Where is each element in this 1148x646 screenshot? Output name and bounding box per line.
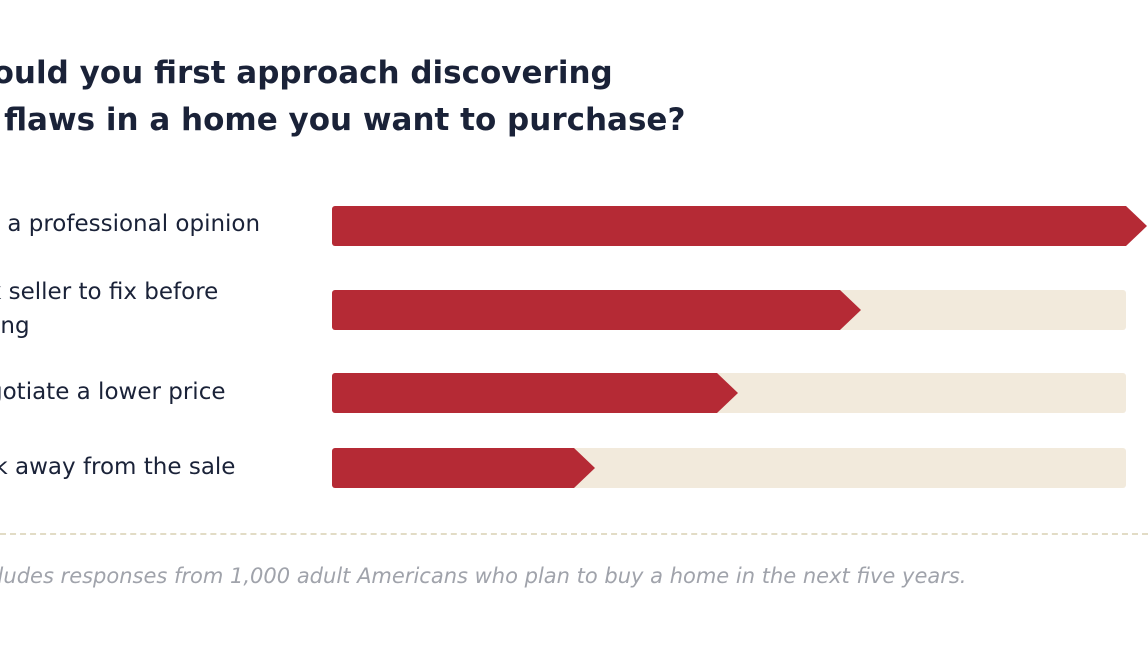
category-label-line: k seller to fix before bbox=[0, 279, 219, 305]
bar-track-professional-opinion bbox=[332, 206, 1147, 246]
bar-track-negotiate-lower-price bbox=[332, 373, 1126, 413]
category-label-negotiate-lower-price: gotiate a lower price bbox=[0, 375, 226, 409]
bar-track-walk-away bbox=[332, 448, 1126, 488]
bar-walk-away bbox=[332, 448, 595, 488]
survey-note: cludes responses from 1,000 adult Americ… bbox=[0, 564, 967, 588]
chart-title: would you first approach discovering r f… bbox=[0, 50, 685, 144]
category-label-line: lk away from the sale bbox=[0, 454, 236, 480]
chart-title-line-2: r flaws in a home you want to purchase? bbox=[0, 102, 686, 138]
category-label-line: gotiate a lower price bbox=[0, 379, 226, 405]
chart-title-line-1: would you first approach discovering bbox=[0, 55, 613, 91]
category-label-line: sing bbox=[0, 313, 30, 339]
bar-negotiate-lower-price bbox=[332, 373, 738, 413]
divider-line bbox=[0, 533, 1148, 535]
category-label-professional-opinion: t a professional opinion bbox=[0, 207, 260, 241]
bar-professional-opinion bbox=[332, 206, 1147, 246]
category-label-walk-away: lk away from the sale bbox=[0, 450, 235, 484]
category-label-line: t a professional opinion bbox=[0, 211, 261, 237]
bar-ask-seller-fix bbox=[332, 290, 861, 330]
category-label-ask-seller-fix: k seller to fix before sing bbox=[0, 275, 218, 343]
bar-track-ask-seller-fix bbox=[332, 290, 1126, 330]
